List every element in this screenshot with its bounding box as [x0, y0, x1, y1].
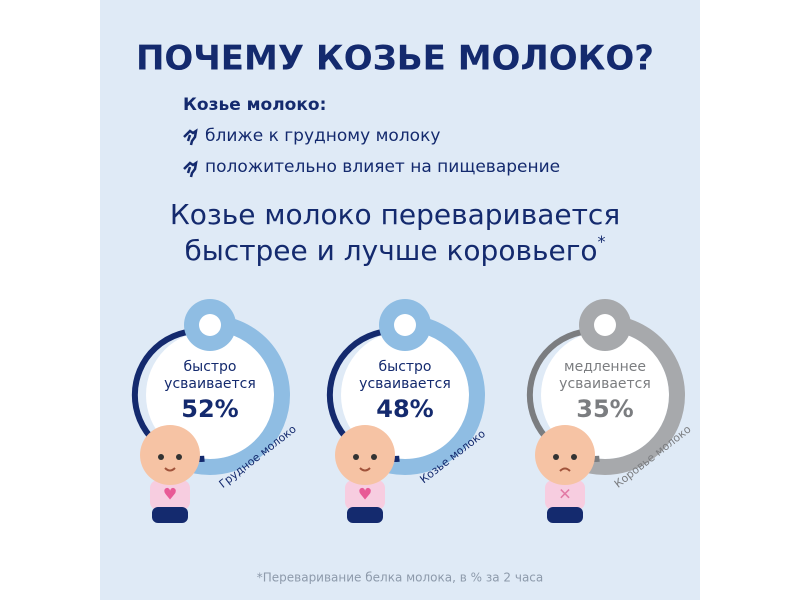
- card-text: медленнее: [564, 359, 646, 375]
- card-text: быстро: [184, 359, 237, 375]
- goat-icon: [183, 128, 198, 146]
- card-percent: 48%: [376, 395, 433, 423]
- baby-eye: [371, 454, 377, 460]
- icon: [394, 314, 416, 336]
- baby-eye: [353, 454, 359, 460]
- intro-item: положительно влияет на пищеварение: [205, 157, 560, 177]
- headline-line: быстрее и лучше коровьего: [184, 234, 597, 267]
- baby-diaper: [347, 507, 383, 523]
- baby-body: [150, 480, 190, 510]
- card-text: усваивается: [164, 376, 256, 392]
- footnote-mark: *: [598, 232, 606, 251]
- baby-eye: [176, 454, 182, 460]
- baby-eye: [158, 454, 164, 460]
- ring-arc: [164, 316, 290, 475]
- baby-mouth: [559, 467, 571, 472]
- baby-head: [140, 425, 200, 485]
- goat-icon: [183, 160, 198, 178]
- baby-diaper: [547, 507, 583, 523]
- headline: Козье молоко переваривается: [170, 198, 620, 231]
- headline: быстрее и лучше коровьего*: [184, 232, 605, 268]
- baby-body: [345, 480, 385, 510]
- icon: [594, 314, 616, 336]
- intro-item: ближе к грудному молоку: [205, 126, 440, 146]
- baby-head: [535, 425, 595, 485]
- card-percent: 35%: [576, 395, 633, 423]
- baby-eye: [553, 454, 559, 460]
- ring-arc: [359, 316, 485, 475]
- title: ПОЧЕМУ КОЗЬЕ МОЛОКО?: [136, 39, 654, 79]
- baby-head: [335, 425, 395, 485]
- footnote: *Переваривание белка молока, в % за 2 ча…: [257, 571, 544, 585]
- ring-arc: [559, 316, 685, 475]
- baby-shirt-icon: ✕: [558, 485, 571, 504]
- baby-shirt-icon: ♥: [358, 485, 372, 504]
- icon: [199, 314, 221, 336]
- intro-heading: Козье молоко:: [183, 95, 326, 115]
- baby-eye: [571, 454, 577, 460]
- card-text: усваивается: [559, 376, 651, 392]
- card-percent: 52%: [181, 395, 238, 423]
- baby-mouth: [164, 467, 176, 472]
- baby-mouth: [359, 467, 371, 472]
- card-text: усваивается: [359, 376, 451, 392]
- card-text: быстро: [379, 359, 432, 375]
- baby-body: [545, 480, 585, 510]
- baby-shirt-icon: ♥: [163, 485, 177, 504]
- baby-diaper: [152, 507, 188, 523]
